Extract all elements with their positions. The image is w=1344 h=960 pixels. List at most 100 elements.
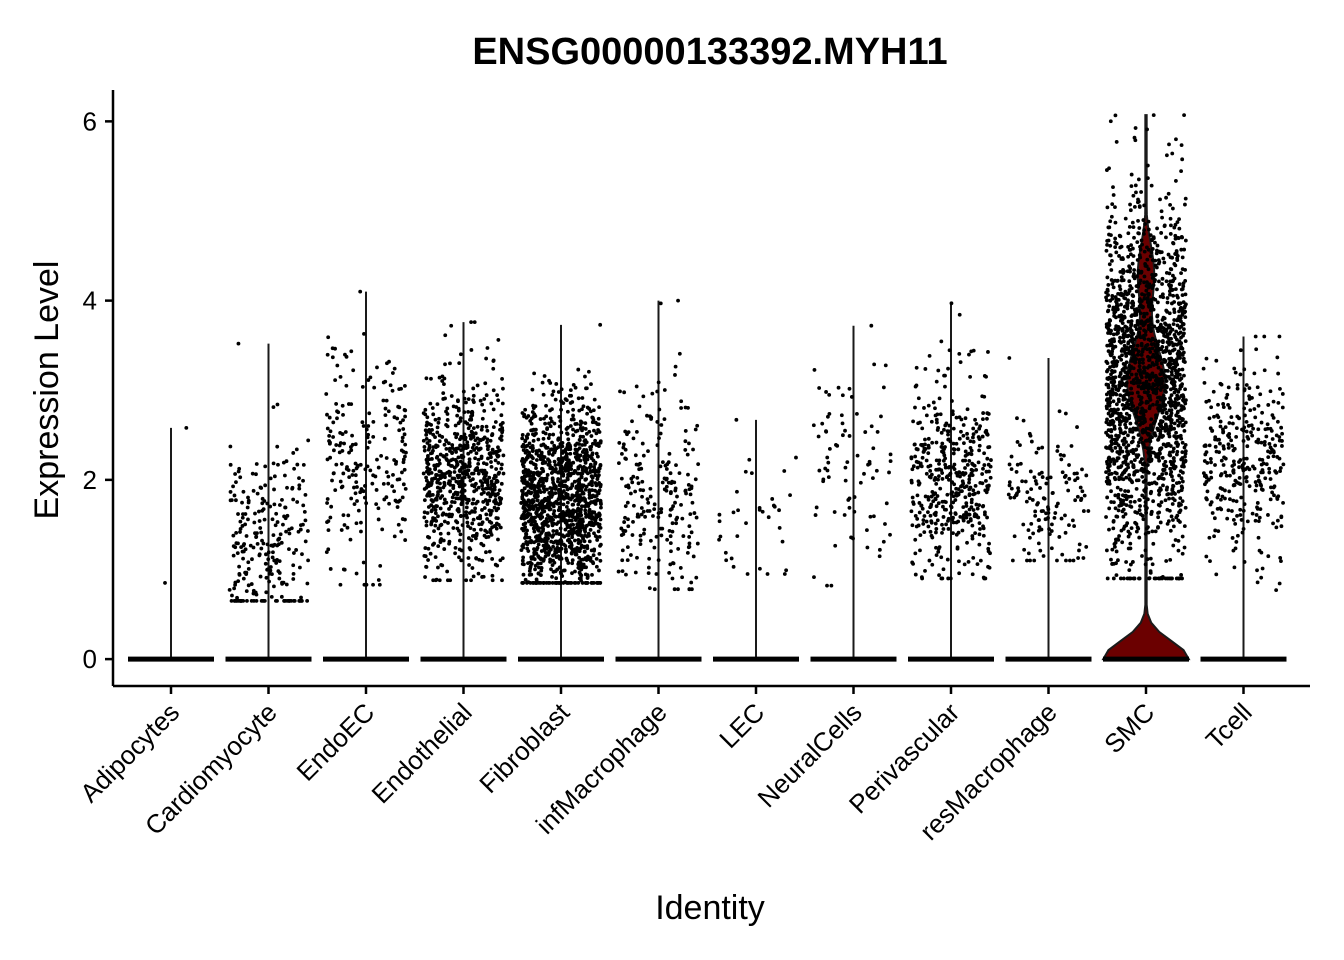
data-point <box>229 498 234 503</box>
data-point <box>545 513 550 518</box>
data-point <box>962 472 966 477</box>
data-point <box>544 531 549 536</box>
data-point <box>1123 489 1127 493</box>
data-point <box>473 456 477 461</box>
data-point <box>574 525 579 530</box>
data-point <box>1126 231 1131 236</box>
data-point <box>1119 501 1123 505</box>
data-point <box>1176 236 1181 240</box>
data-point <box>936 501 941 506</box>
data-point <box>500 578 504 583</box>
data-point <box>538 471 543 475</box>
data-point <box>442 454 447 459</box>
data-point <box>1164 235 1168 240</box>
data-point <box>1169 514 1174 519</box>
data-point <box>556 477 561 481</box>
data-point <box>594 431 599 436</box>
data-point <box>439 562 444 567</box>
data-point <box>528 473 533 478</box>
data-point <box>272 584 276 589</box>
data-point <box>626 483 631 488</box>
data-point <box>593 438 598 443</box>
data-point <box>1032 558 1037 563</box>
data-point <box>1107 225 1112 230</box>
data-point <box>445 406 450 411</box>
data-point <box>445 578 450 583</box>
data-point <box>1155 348 1160 353</box>
data-point <box>1143 478 1148 483</box>
data-point <box>592 548 596 553</box>
data-point <box>431 412 436 417</box>
data-point <box>1109 489 1113 494</box>
data-point <box>1142 311 1146 316</box>
data-point <box>654 534 659 539</box>
data-point <box>434 455 439 460</box>
data-point <box>279 594 284 599</box>
data-point <box>547 491 552 495</box>
data-point <box>426 471 431 476</box>
data-point <box>442 472 447 477</box>
data-point <box>1113 220 1118 225</box>
data-point <box>590 560 595 565</box>
data-point <box>552 514 557 518</box>
data-point <box>551 517 555 522</box>
data-point <box>400 439 405 444</box>
data-point <box>1132 576 1137 581</box>
data-point <box>523 438 528 443</box>
data-point <box>328 429 333 434</box>
data-point <box>1156 406 1161 411</box>
data-point <box>654 572 659 576</box>
data-point <box>470 483 474 488</box>
data-point <box>981 417 985 421</box>
data-point <box>529 556 534 561</box>
data-point <box>579 504 584 509</box>
data-point <box>277 559 282 564</box>
data-point <box>458 467 463 472</box>
data-point <box>468 526 473 531</box>
data-point <box>641 453 646 458</box>
data-point <box>656 558 661 563</box>
data-point <box>969 452 974 457</box>
data-point <box>464 505 469 510</box>
data-point <box>1133 138 1138 143</box>
data-point <box>1122 388 1127 393</box>
data-point <box>541 581 546 585</box>
data-point <box>941 515 946 519</box>
data-point <box>1136 308 1141 313</box>
data-point <box>1063 530 1068 535</box>
data-point <box>494 508 499 513</box>
data-point <box>945 429 950 434</box>
data-point <box>782 572 787 576</box>
data-point <box>1126 351 1131 355</box>
data-point <box>1149 183 1154 188</box>
data-point <box>1107 434 1112 439</box>
data-point <box>1047 532 1052 537</box>
data-point <box>485 440 489 445</box>
data-point <box>910 495 915 500</box>
data-point <box>1178 496 1183 500</box>
data-point <box>692 511 697 515</box>
data-point <box>1145 163 1150 168</box>
data-point <box>1157 458 1162 463</box>
data-point <box>254 462 259 466</box>
data-point <box>633 489 638 494</box>
data-point <box>540 461 545 466</box>
data-point <box>381 481 386 486</box>
data-point <box>454 519 458 524</box>
data-point <box>595 475 600 479</box>
data-point <box>1107 262 1112 267</box>
data-point <box>485 437 490 442</box>
data-point <box>1149 298 1153 302</box>
data-point <box>534 577 539 582</box>
data-point <box>1173 252 1178 256</box>
data-point <box>545 487 549 492</box>
data-point <box>329 504 334 509</box>
data-point <box>1162 260 1167 265</box>
data-point <box>481 500 486 504</box>
data-point <box>946 366 950 371</box>
data-point <box>883 363 888 368</box>
data-point <box>660 526 665 531</box>
data-point <box>622 390 627 395</box>
data-point <box>825 583 829 588</box>
data-point <box>252 520 257 525</box>
